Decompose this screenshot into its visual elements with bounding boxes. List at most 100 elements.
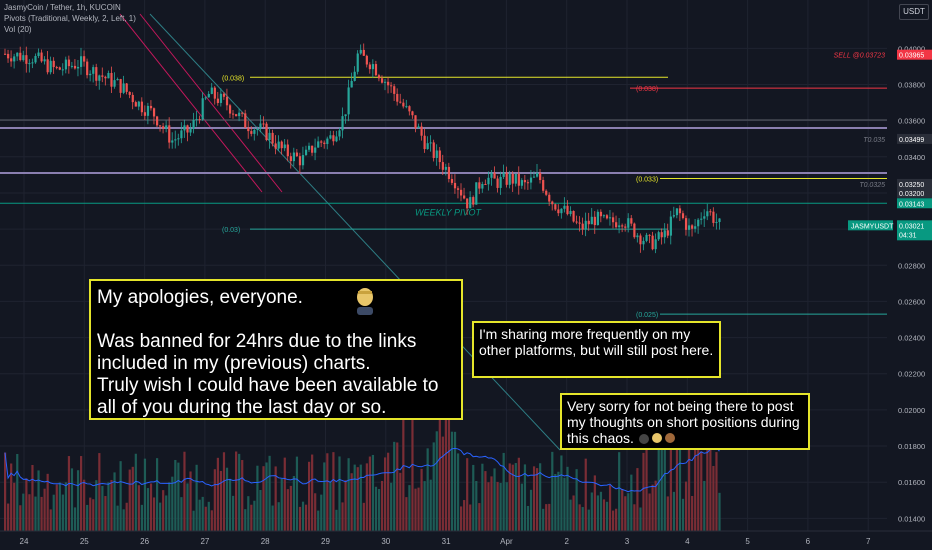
candle-body — [672, 215, 675, 217]
volume-bar — [368, 456, 371, 531]
volume-bar — [92, 499, 95, 531]
volume-bar — [104, 496, 107, 531]
price-tag-box — [897, 133, 932, 144]
sharing-note[interactable]: I'm sharing more frequently on my other … — [472, 321, 721, 378]
volume-bar — [551, 451, 554, 531]
volume-bar — [216, 457, 219, 531]
volume-bar — [314, 493, 317, 531]
volume-bar — [113, 472, 116, 531]
candle-body — [247, 127, 250, 132]
volume-bar — [466, 458, 469, 531]
volume-bar — [247, 496, 250, 531]
volume-bar — [463, 500, 466, 531]
volume-bar — [511, 464, 514, 531]
candle-body — [669, 216, 672, 236]
volume-bar — [484, 471, 487, 531]
y-tick-label: 0.01800 — [898, 442, 925, 451]
price-tag-value: 0.03250 — [899, 182, 924, 189]
candle-body — [298, 156, 302, 166]
volume-bar — [198, 499, 201, 531]
volume-bar — [55, 484, 58, 531]
volume-bar — [253, 500, 256, 531]
volume-bar — [301, 501, 305, 531]
volume-bar — [222, 452, 226, 531]
candle-body — [253, 129, 256, 134]
candle-body — [581, 223, 584, 230]
volume-indicator-label[interactable]: Vol (20) — [4, 25, 32, 34]
candle-body — [326, 138, 329, 144]
volume-bar — [529, 489, 533, 531]
volume-bar — [347, 458, 350, 531]
volume-bar — [52, 494, 55, 531]
volume-bar — [712, 465, 715, 531]
candle-body — [101, 75, 104, 77]
candle-body — [536, 172, 539, 177]
price-tag-value: 0.03965 — [899, 53, 924, 60]
volume-bar — [672, 491, 675, 531]
volume-bar — [356, 467, 359, 531]
candle-body — [660, 232, 663, 238]
volume-bar — [304, 504, 308, 531]
candle-body — [22, 55, 25, 61]
candle-body — [80, 56, 83, 67]
volume-bar — [399, 472, 402, 531]
volume-bar — [128, 469, 131, 531]
candle-body — [37, 52, 40, 56]
candle-body — [280, 141, 283, 149]
y-tick-label: 0.03600 — [898, 117, 925, 126]
candle-body — [304, 149, 308, 156]
candle-body — [411, 111, 414, 116]
pivots-indicator-label[interactable]: Pivots (Traditional, Weekly, 2, Left, 1) — [4, 14, 136, 23]
volume-bar — [393, 441, 396, 531]
volume-bar — [195, 464, 198, 531]
sorry-text: Very sorry for not being there to post m… — [567, 398, 800, 446]
candle-body — [466, 198, 469, 209]
emoji-icons — [638, 431, 678, 447]
candle-body — [195, 118, 198, 120]
candle-body — [481, 183, 484, 189]
volume-bar — [329, 481, 332, 531]
candle-body — [441, 162, 444, 170]
volume-bar — [289, 485, 292, 531]
candle-body — [402, 102, 405, 107]
candle-body — [104, 76, 107, 79]
volume-bar — [241, 460, 244, 531]
candle-body — [368, 64, 371, 70]
candle-body — [648, 234, 651, 236]
volume-ma-line — [4, 446, 720, 493]
symbol-title: JasmyCoin / Tether, 1h, KUCOIN — [4, 3, 121, 12]
sorry-note[interactable]: Very sorry for not being there to post m… — [560, 393, 810, 450]
volume-bar — [95, 480, 98, 531]
volume-bar — [444, 404, 447, 531]
candle-body — [587, 220, 590, 225]
x-tick-label: 7 — [866, 537, 871, 546]
volume-bar — [107, 482, 110, 531]
candle-body — [55, 67, 58, 69]
volume-bar — [189, 471, 192, 531]
volume-bar — [599, 491, 603, 531]
candle-body — [718, 218, 721, 223]
candle-body — [34, 55, 37, 63]
candle-body — [387, 81, 390, 86]
apology-note[interactable]: My apologies, everyone. Was banned for 2… — [89, 279, 463, 420]
candle-body — [612, 217, 615, 223]
candle-body — [563, 205, 566, 209]
volume-bar — [460, 506, 463, 531]
candle-body — [207, 93, 210, 98]
candle-body — [259, 123, 262, 129]
volume-bar — [28, 494, 31, 531]
candle-body — [43, 59, 46, 62]
candle-body — [292, 152, 295, 162]
volume-bar — [244, 509, 247, 531]
candle-body — [469, 197, 472, 209]
currency-button[interactable]: USDT — [899, 4, 929, 20]
candle-body — [678, 208, 682, 214]
candle-body — [110, 72, 113, 87]
volume-bar — [396, 442, 399, 531]
volume-bar — [323, 462, 326, 531]
candle-body — [712, 211, 715, 223]
volume-bar — [359, 464, 362, 531]
candle-body — [46, 59, 49, 73]
x-tick-label: 3 — [625, 537, 630, 546]
